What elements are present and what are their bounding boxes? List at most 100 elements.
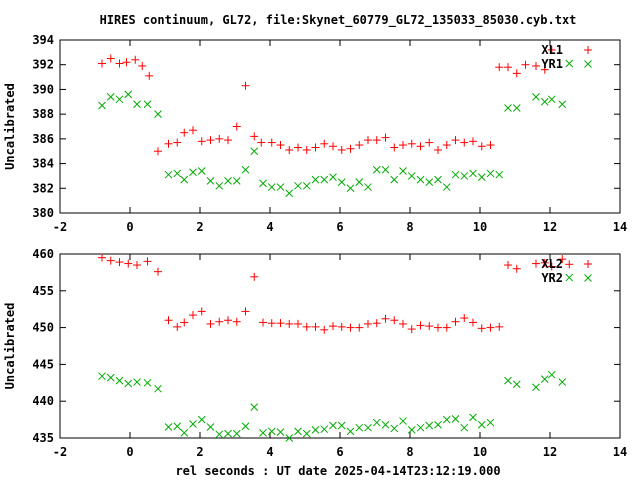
- plot-frame: [59, 253, 621, 439]
- data-point-xl1: [285, 145, 294, 154]
- data-point-xl1: [547, 45, 556, 54]
- x-tick-label: 14: [613, 445, 627, 459]
- data-point-xl1: [512, 69, 521, 78]
- data-point-yr2: [364, 423, 372, 432]
- data-point-xl2: [215, 317, 224, 326]
- data-point-xl1: [329, 142, 337, 151]
- data-point-xl2: [320, 325, 329, 334]
- data-point-xl2: [337, 322, 346, 331]
- data-point-yr1: [311, 175, 320, 184]
- data-point-yr2: [133, 378, 141, 386]
- data-point-yr1: [337, 178, 346, 186]
- data-point-yr1: [495, 170, 504, 179]
- data-point-yr2: [451, 415, 460, 423]
- x-tick-label: 2: [196, 445, 203, 459]
- data-point-xl2: [407, 325, 416, 334]
- data-point-xl2: [451, 317, 460, 326]
- data-point-yr1: [285, 189, 294, 198]
- y-tick-label: 440: [32, 394, 54, 408]
- data-point-xl2: [143, 257, 152, 266]
- data-point-yr1: [477, 173, 486, 182]
- data-point-xl1: [189, 126, 197, 135]
- data-point-xl2: [442, 323, 451, 332]
- legend-marker-xl2: [584, 260, 592, 268]
- data-point-yr2: [486, 418, 495, 427]
- data-point-yr2: [197, 415, 206, 424]
- data-point-xl1: [215, 134, 224, 143]
- data-point-yr1: [320, 175, 329, 184]
- data-point-xl1: [364, 136, 372, 145]
- data-point-yr1: [294, 181, 302, 190]
- data-point-xl2: [346, 323, 355, 332]
- data-point-xl2: [164, 316, 173, 325]
- y-tick-label: 445: [32, 357, 54, 371]
- x-tick-label: 14: [613, 220, 627, 234]
- data-point-yr2: [381, 420, 390, 429]
- data-point-yr1: [302, 181, 311, 190]
- data-point-yr1: [425, 178, 434, 186]
- data-point-xl2: [425, 322, 434, 331]
- data-point-xl2: [558, 255, 567, 264]
- x-tick-label: 4: [266, 445, 273, 459]
- data-point-xl1: [399, 141, 407, 150]
- data-point-xl1: [372, 136, 381, 145]
- data-point-yr1: [364, 183, 372, 191]
- data-point-yr2: [558, 378, 567, 386]
- data-point-xl1: [98, 59, 106, 68]
- data-point-yr1: [346, 184, 355, 193]
- x-tick-label: 8: [406, 445, 413, 459]
- data-point-yr2: [399, 417, 407, 425]
- data-point-yr2: [154, 384, 162, 393]
- x-tick-label: 12: [543, 445, 557, 459]
- data-point-yr2: [355, 423, 364, 432]
- data-point-xl2: [547, 262, 556, 271]
- data-point-yr2: [173, 422, 182, 431]
- data-point-yr1: [241, 165, 250, 174]
- data-point-yr1: [416, 175, 425, 184]
- data-point-yr2: [311, 426, 320, 434]
- y-tick-label: 455: [32, 284, 54, 298]
- data-point-xl1: [311, 143, 320, 152]
- data-point-xl2: [416, 321, 425, 330]
- data-point-xl1: [180, 128, 189, 137]
- x-tick-label: 8: [406, 220, 413, 234]
- data-point-yr2: [320, 425, 329, 434]
- data-point-xl1: [442, 141, 451, 150]
- data-point-xl2: [115, 258, 124, 267]
- data-point-xl2: [469, 318, 477, 327]
- data-point-yr2: [267, 427, 276, 436]
- data-point-xl2: [565, 260, 574, 269]
- data-point-yr1: [532, 92, 540, 101]
- data-point-yr2: [143, 378, 152, 387]
- data-point-xl2: [399, 319, 407, 328]
- data-point-xl1: [486, 141, 495, 150]
- data-point-yr1: [259, 179, 267, 188]
- data-point-xl1: [451, 136, 460, 145]
- data-point-yr2: [106, 373, 115, 382]
- data-point-yr2: [407, 426, 416, 434]
- data-point-xl1: [267, 138, 276, 147]
- data-point-xl2: [434, 323, 442, 332]
- data-point-yr1: [206, 177, 215, 185]
- data-point-yr1: [133, 100, 141, 109]
- data-point-yr1: [442, 183, 451, 191]
- top-panel: -2 0 2 4 6 8 10 12 14 380 382 384 386 388 390 392 394 Unc…: [3, 33, 627, 234]
- data-point-xl1: [164, 139, 173, 148]
- data-point-yr1: [512, 104, 521, 112]
- data-point-xl2: [276, 319, 285, 328]
- data-point-yr1: [143, 100, 152, 109]
- y-axis-label: Uncalibrated: [3, 83, 17, 170]
- y-tick-label: 380: [32, 206, 54, 220]
- data-point-yr2: [276, 428, 285, 436]
- data-point-yr2: [250, 403, 259, 411]
- data-point-yr2: [460, 423, 469, 432]
- data-point-xl1: [390, 143, 399, 152]
- data-point-yr1: [115, 95, 124, 104]
- data-point-yr2: [390, 424, 399, 433]
- data-point-yr1: [399, 167, 407, 175]
- data-point-yr1: [276, 183, 285, 191]
- data-point-xl1: [320, 139, 329, 148]
- data-point-yr1: [250, 147, 259, 156]
- data-point-xl2: [224, 316, 232, 325]
- data-point-yr1: [547, 95, 556, 104]
